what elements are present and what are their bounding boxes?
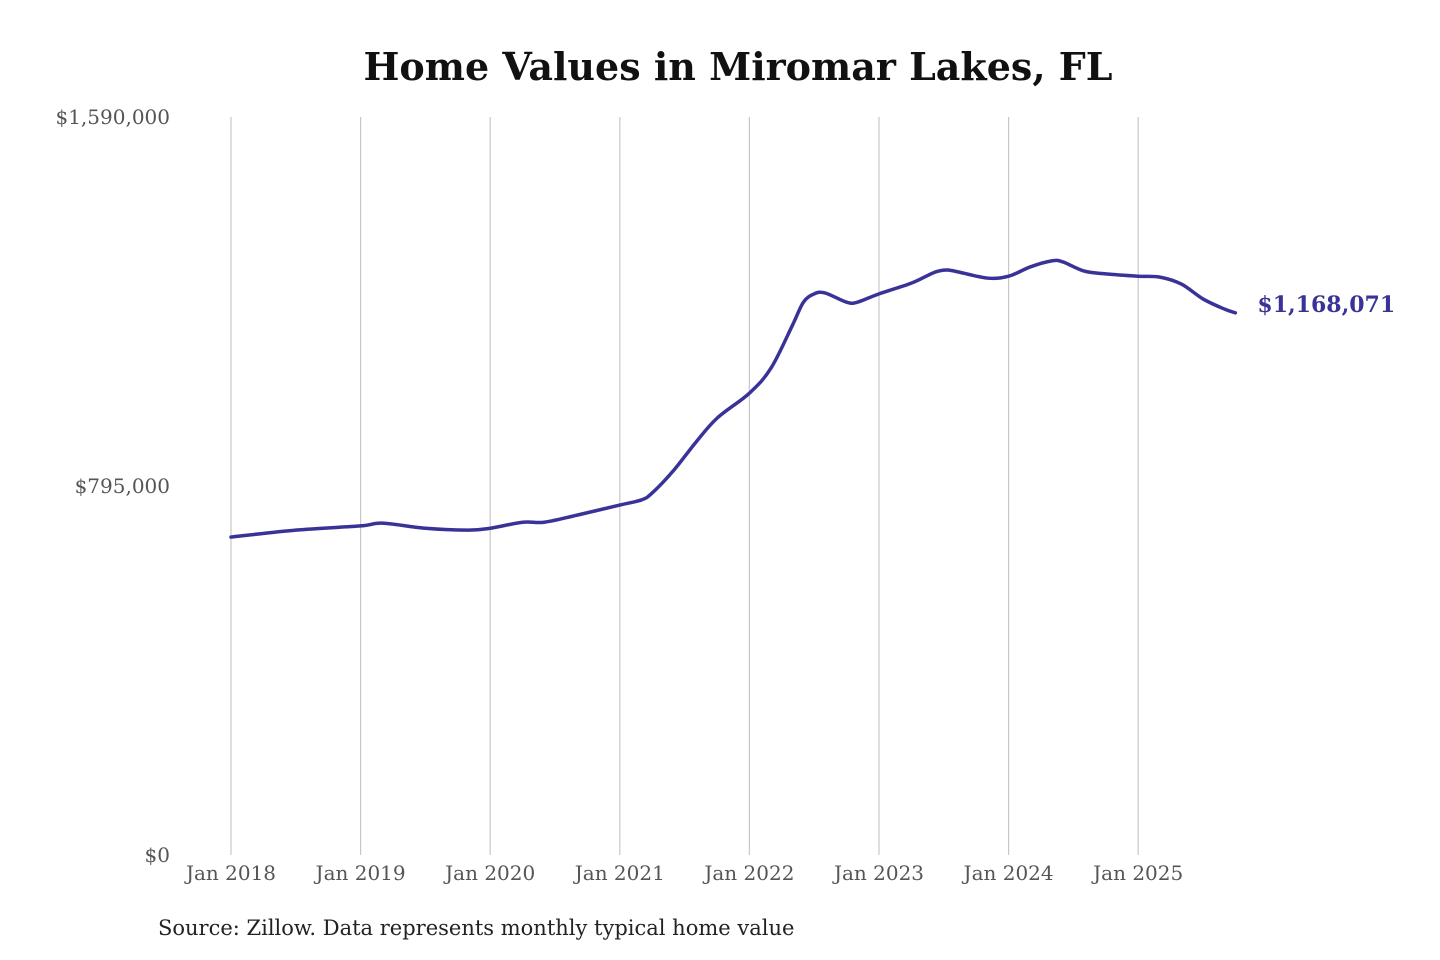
source-note: Source: Zillow. Data represents monthly … <box>158 916 795 940</box>
x-tick-label: Jan 2021 <box>573 861 665 885</box>
home-value-line <box>229 258 1238 539</box>
x-tick-label: Jan 2025 <box>1091 861 1183 885</box>
x-tick-label: Jan 2020 <box>443 861 535 885</box>
x-tick-label: Jan 2019 <box>314 861 406 885</box>
chart-title: Home Values in Miromar Lakes, FL <box>363 44 1113 89</box>
x-tick-label: Jan 2024 <box>962 861 1054 885</box>
end-value-label: $1,168,071 <box>1257 292 1395 318</box>
y-tick-label: $795,000 <box>75 474 170 498</box>
y-tick-label: $0 <box>145 843 170 867</box>
y-tick-label: $1,590,000 <box>55 105 170 129</box>
x-tick-label: Jan 2023 <box>832 861 924 885</box>
x-tick-label: Jan 2022 <box>702 861 794 885</box>
x-tick-label: Jan 2018 <box>184 861 276 885</box>
